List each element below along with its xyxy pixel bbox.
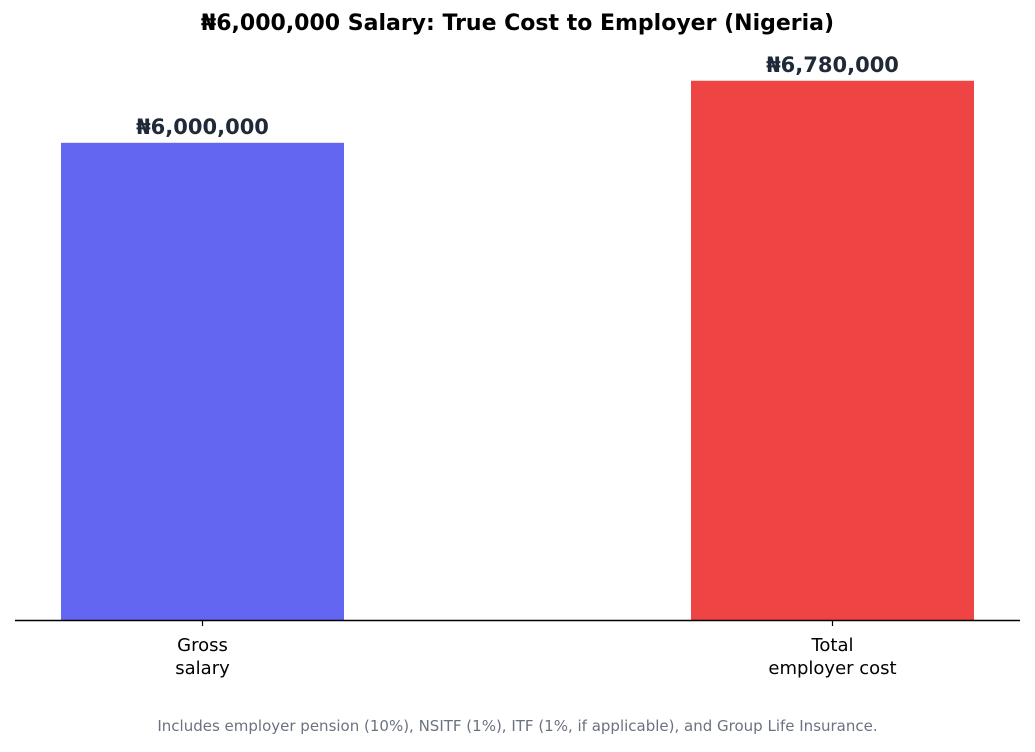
- x-tick-label-1: Gross salary: [175, 635, 230, 679]
- bar-value-label-1: ₦6,000,000: [136, 115, 269, 139]
- bars-layer: [61, 80, 974, 621]
- chart-footnote: Includes employer pension (10%), NSITF (…: [157, 717, 878, 735]
- data-labels-layer: ₦6,000,000 ₦6,780,000: [136, 53, 899, 139]
- bar-value-label-2: ₦6,780,000: [766, 53, 899, 77]
- chart-title: ₦6,000,000 Salary: True Cost to Employer…: [200, 11, 835, 36]
- bar-1: [61, 142, 344, 621]
- x-tick-label-2: Total employer cost: [768, 635, 896, 679]
- bar-2: [691, 80, 974, 621]
- x-tick-layer: Gross salary Total employer cost: [175, 620, 897, 679]
